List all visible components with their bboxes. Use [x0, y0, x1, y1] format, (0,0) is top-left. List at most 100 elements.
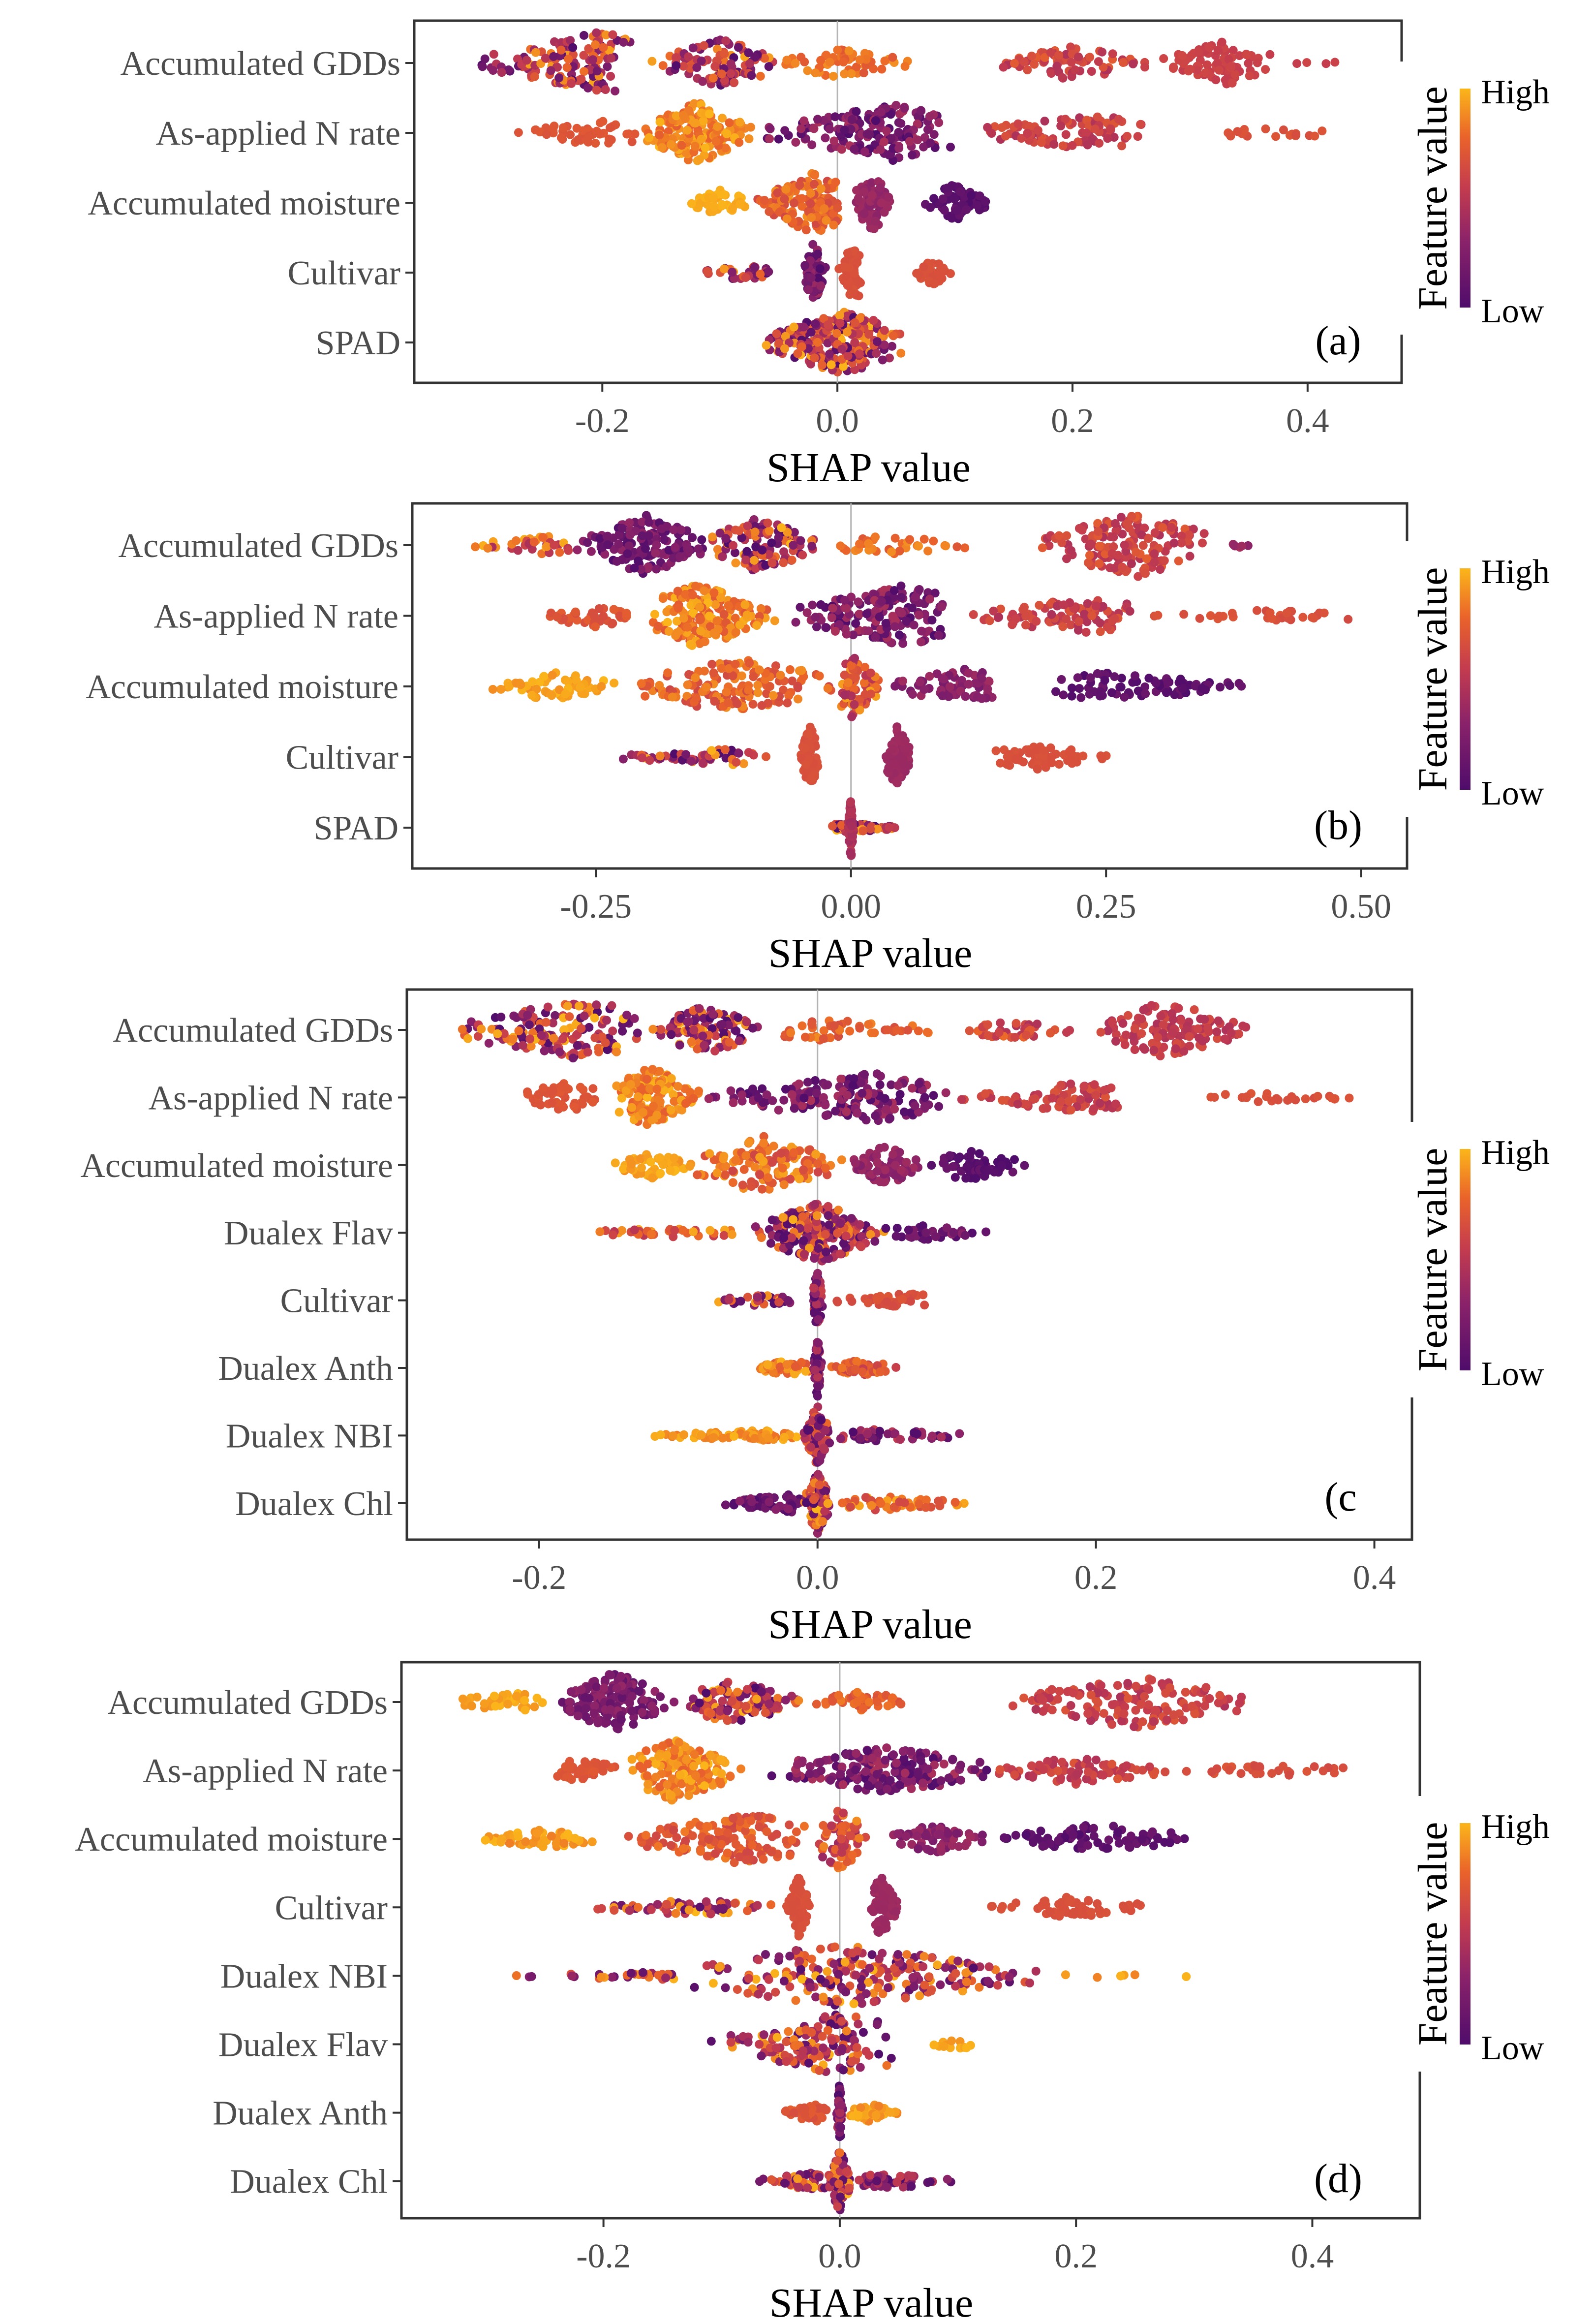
shap-point [709, 668, 718, 678]
shap-point [830, 626, 840, 636]
shap-point [687, 641, 697, 650]
shap-point [1216, 682, 1225, 692]
shap-point [1039, 746, 1048, 755]
shap-point [538, 533, 548, 542]
shap-point [1018, 605, 1028, 615]
shap-point [878, 355, 887, 365]
shap-point [514, 128, 523, 137]
shap-point [1020, 1161, 1029, 1170]
shap-point [644, 518, 654, 527]
shap-point [471, 542, 480, 552]
shap-point [570, 1102, 579, 1112]
shap-point [786, 665, 795, 674]
shap-point [914, 541, 923, 551]
shap-point [894, 127, 903, 137]
shap-point [925, 112, 934, 121]
shap-point [893, 1081, 903, 1090]
shap-point [1202, 60, 1212, 69]
shap-point [816, 600, 826, 609]
shap-point [1098, 47, 1107, 57]
shap-point [854, 597, 863, 607]
shap-point [591, 40, 600, 49]
shap-point [758, 1184, 766, 1194]
shap-point [726, 1086, 735, 1095]
shap-point [937, 602, 947, 612]
shap-point [835, 310, 844, 320]
shap-point [875, 612, 884, 621]
shap-point [952, 206, 962, 215]
shap-point [537, 549, 547, 558]
shap-point [574, 1001, 583, 1011]
shap-point [890, 622, 899, 631]
shap-point [1230, 541, 1239, 551]
shap-point [1082, 128, 1091, 138]
shap-point [1176, 675, 1185, 684]
shap-point [996, 758, 1005, 768]
shap-point [586, 547, 596, 556]
shap-point [760, 54, 769, 63]
shap-point [908, 690, 917, 699]
shap-point [791, 59, 800, 68]
shap-point [833, 45, 842, 55]
shap-point [614, 539, 623, 549]
shap-point [939, 263, 948, 273]
shap-point [709, 193, 718, 202]
shap-point [746, 123, 755, 132]
shap-point [983, 684, 992, 694]
shap-point [834, 620, 844, 629]
shap-point [627, 1103, 637, 1112]
shap-point [556, 133, 566, 142]
shap-point [1221, 1090, 1230, 1099]
shap-point [985, 616, 994, 625]
shap-point [747, 71, 756, 80]
shap-point [807, 213, 816, 222]
shap-point [882, 752, 890, 761]
shap-point [652, 1111, 662, 1120]
shap-point [765, 134, 774, 143]
shap-point [1226, 1028, 1236, 1038]
shap-point [663, 618, 672, 627]
shap-point [864, 330, 874, 339]
shap-point [811, 1076, 820, 1085]
shap-point [622, 129, 632, 139]
shap-point [583, 1048, 592, 1057]
shap-point [743, 521, 752, 530]
shap-point [779, 1180, 789, 1189]
shap-point [822, 623, 831, 632]
x-tick-label: 0.4 [1353, 1559, 1396, 1597]
shap-point [885, 823, 894, 832]
shap-point [869, 224, 879, 233]
shap-point [1198, 538, 1207, 548]
shap-point [977, 674, 986, 683]
shap-point [573, 1041, 582, 1050]
shap-point [1210, 1093, 1219, 1102]
shap-point [850, 318, 859, 327]
shap-point [1003, 752, 1012, 761]
shap-point [1096, 627, 1105, 636]
shap-point [866, 668, 875, 678]
shap-point [1206, 611, 1215, 620]
shap-point [518, 1041, 527, 1050]
shap-point [531, 125, 540, 134]
shap-point [721, 1170, 730, 1179]
shap-point [934, 1102, 944, 1111]
panel-tag: (a) [1315, 318, 1361, 364]
shap-point [889, 759, 899, 768]
x-tick-label: 0.0 [816, 402, 859, 440]
shap-point [737, 671, 746, 681]
shap-point [854, 194, 863, 203]
shap-point [720, 745, 730, 754]
shap-point [728, 1178, 737, 1187]
shap-point [1116, 513, 1126, 522]
shap-point [728, 204, 737, 213]
shap-point [658, 594, 668, 603]
shap-point [765, 526, 774, 535]
shap-point [929, 194, 939, 203]
shap-point [815, 671, 824, 681]
shap-point [815, 264, 825, 274]
shap-point [687, 1037, 696, 1046]
shap-point [869, 64, 878, 73]
beeswarm-row [477, 28, 1340, 95]
shap-point [1214, 46, 1223, 55]
shap-point [699, 41, 708, 50]
